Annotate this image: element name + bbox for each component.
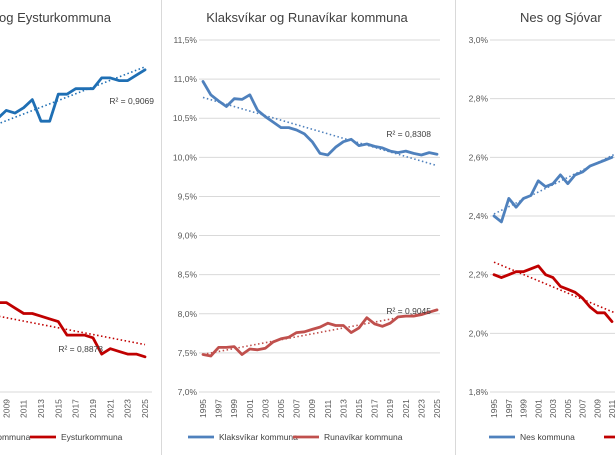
x-tick-label: 2025 [432, 399, 442, 418]
x-tick-label: 2011 [607, 399, 615, 418]
x-tick-label: 2021 [105, 399, 115, 418]
y-tick-label: 11,5% [174, 35, 198, 45]
x-tick-label: 2001 [533, 399, 543, 418]
x-tick-label: 2007 [578, 399, 588, 418]
y-tick-label: 1,8% [469, 387, 489, 397]
x-tick-label: 2025 [140, 399, 150, 418]
x-tick-label: 2009 [307, 399, 317, 418]
x-tick-label: 1995 [198, 399, 208, 418]
r-squared-label: R² = 0,8878 [58, 344, 103, 354]
y-tick-label: 9,0% [178, 231, 198, 241]
legend-label: Eysturkommuna [61, 432, 123, 442]
y-tick-label: 2,0% [469, 328, 489, 338]
y-tick-label: 7,5% [178, 348, 198, 358]
legend-label: Runavíkar kommuna [324, 432, 403, 442]
chart-title-left: og Eysturkommuna [0, 10, 112, 25]
r-squared-label: R² = 0,9045 [386, 306, 431, 316]
x-tick-label: 2001 [245, 399, 255, 418]
y-tick-label: 8,5% [178, 270, 198, 280]
x-tick-label: 2011 [19, 399, 29, 418]
x-tick-label: 2013 [36, 399, 46, 418]
series-line [201, 80, 439, 157]
x-tick-label: 2023 [123, 399, 133, 418]
y-tick-label: 7,0% [178, 387, 198, 397]
y-tick-label: 2,8% [469, 94, 489, 104]
y-tick-label: 10,0% [173, 152, 198, 162]
y-tick-label: 3,0% [469, 35, 489, 45]
x-tick-label: 2005 [563, 399, 573, 418]
trendline [0, 66, 146, 124]
trendline [0, 315, 146, 346]
x-tick-label: 2017 [71, 399, 81, 418]
series-line [0, 301, 147, 359]
x-tick-label: 2007 [292, 399, 302, 418]
x-tick-label: 2015 [53, 399, 63, 418]
y-tick-label: 2,4% [469, 211, 489, 221]
series-line [492, 155, 614, 224]
x-tick-label: 2003 [260, 399, 270, 418]
series-line [201, 308, 439, 358]
series-line [492, 264, 614, 324]
y-tick-label: 9,5% [178, 191, 198, 201]
x-tick-label: 1999 [519, 399, 529, 418]
x-tick-label: 2013 [338, 399, 348, 418]
x-tick-label: 1995 [489, 399, 499, 418]
legend-label: kommuna [0, 432, 31, 442]
y-tick-label: 11,0% [174, 74, 198, 84]
r-squared-label: R² = 0,9069 [109, 96, 154, 106]
legend-label: Nes kommuna [520, 432, 575, 442]
y-tick-label: 10,5% [173, 113, 198, 123]
x-tick-label: 1997 [214, 399, 224, 418]
r-squared-label: R² = 0,8308 [386, 129, 431, 139]
legend-label: Klaksvíkar kommuna [219, 432, 298, 442]
x-tick-label: 2003 [548, 399, 558, 418]
x-tick-label: 1997 [504, 399, 514, 418]
y-tick-label: 2,2% [469, 270, 489, 280]
x-tick-label: 2015 [354, 399, 364, 418]
x-tick-label: 2019 [385, 399, 395, 418]
x-tick-label: 2009 [1, 399, 11, 418]
chart-title-middle: Klaksvíkar og Runavíkar kommuna [206, 10, 408, 25]
x-tick-label: 1999 [229, 399, 239, 418]
x-tick-label: 2017 [370, 399, 380, 418]
chart-panel-right: 1,8% 2,0% 2,2% 2,4% 2,6% 2,8% 3,0% 1995 1997 1999… [469, 35, 615, 442]
y-tick-label: 8,0% [178, 309, 198, 319]
chart-title-right: Nes og Sjóvar [520, 10, 602, 25]
x-tick-label: 2005 [276, 399, 286, 418]
x-tick-label: 2011 [323, 399, 333, 418]
series-line [0, 68, 147, 123]
y-tick-label: 2,6% [469, 152, 489, 162]
x-tick-label: 2021 [401, 399, 411, 418]
chart-panel-left: 2007200920112013201520172019202120232025… [0, 66, 154, 442]
x-tick-label: 2023 [416, 399, 426, 418]
chart-panel-middle: 7,0% 7,5% 8,0% 8,5% 9,0% 9,5% 10,0% 10,5% 11,0% 1… [173, 35, 442, 442]
trendline [202, 96, 438, 167]
x-tick-label: 2009 [592, 399, 602, 418]
x-tick-label: 2019 [88, 399, 98, 418]
